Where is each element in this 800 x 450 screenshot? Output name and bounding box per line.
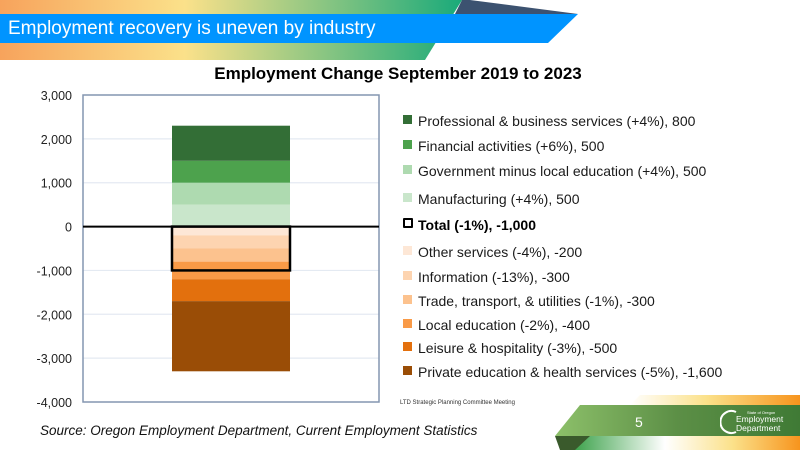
y-tick-label: -4,000 [37, 396, 72, 410]
bar-segment [172, 125, 290, 161]
chart-title: Employment Change September 2019 to 2023 [0, 64, 800, 84]
legend-label: Total (-1%), -1,000 [418, 217, 536, 233]
bar-segment [172, 204, 290, 227]
title-band [0, 14, 578, 43]
logo-line2: Department [736, 423, 781, 433]
y-tick-label: 0 [65, 221, 72, 235]
logo-small-text: State of Oregon [747, 410, 776, 415]
legend-item: Trade, transport, & utilities (-1%), -30… [403, 293, 655, 313]
legend-swatch [403, 115, 412, 124]
bar-segment [172, 248, 290, 262]
legend-swatch [403, 165, 412, 174]
legend-item: Other services (-4%), -200 [403, 244, 582, 264]
legend-swatch [403, 271, 412, 280]
header-dark-accent [455, 0, 578, 14]
meeting-footer-note: LTD Strategic Planning Committee Meeting [400, 400, 515, 406]
bar-segment [172, 160, 290, 183]
legend-swatch [403, 319, 412, 328]
legend-label: Leisure & hospitality (-3%), -500 [418, 340, 618, 356]
legend-swatch [403, 295, 412, 304]
legend-item: Professional & business services (+4%), … [403, 113, 695, 133]
legend-label: Local education (-2%), -400 [418, 317, 590, 333]
legend-swatch [403, 366, 412, 375]
legend-item: Information (-13%), -300 [403, 269, 570, 289]
y-tick-label: -1,000 [37, 264, 72, 278]
legend-label: Manufacturing (+4%), 500 [418, 191, 580, 207]
y-tick-label: -2,000 [37, 308, 72, 322]
legend-swatch [403, 140, 412, 149]
bar-segment [172, 226, 290, 236]
chart-title-text: Employment Change September 2019 to 2023 [214, 64, 582, 83]
header-banner [0, 0, 578, 60]
logo-line1: Employment [736, 414, 784, 424]
slide-title: Employment recovery is uneven by industr… [8, 18, 376, 39]
total-outline-box [170, 225, 292, 272]
legend-label: Trade, transport, & utilities (-1%), -30… [418, 293, 655, 309]
y-tick-label: 2,000 [41, 133, 72, 147]
legend-label: Professional & business services (+4%), … [418, 113, 696, 129]
legend-item: Private education & health services (-5%… [403, 364, 722, 384]
bar-segment [172, 235, 290, 249]
source-note: Source: Oregon Employment Department, Cu… [40, 423, 478, 438]
y-tick-label: -3,000 [37, 352, 72, 366]
bar-segment [172, 301, 290, 372]
plot-area-border [82, 94, 380, 403]
legend-label: Financial activities (+6%), 500 [418, 138, 605, 154]
legend-swatch [403, 342, 412, 351]
legend-label: Information (-13%), -300 [418, 269, 570, 285]
logo-arc-icon [720, 410, 737, 434]
legend-item: Leisure & hospitality (-3%), -500 [403, 340, 617, 360]
page-number: 5 [635, 414, 643, 430]
bar-segment [172, 279, 290, 302]
employment-department-logo: State of Oregon Employment Department [720, 409, 792, 435]
legend-item: Financial activities (+6%), 500 [403, 138, 604, 158]
legend-item: Local education (-2%), -400 [403, 317, 590, 337]
legend-item: Total (-1%), -1,000 [403, 217, 536, 237]
legend-item: Government minus local education (+4%), … [403, 163, 706, 183]
legend-total-marker [403, 218, 413, 228]
logo-main-text: Employment Department [736, 415, 783, 433]
legend-label: Private education & health services (-5%… [418, 364, 723, 380]
legend-label: Government minus local education (+4%), … [418, 163, 707, 179]
y-tick-label: 3,000 [41, 89, 72, 103]
legend-swatch [403, 193, 412, 202]
legend-swatch [403, 246, 412, 255]
y-tick-label: 1,000 [41, 177, 72, 191]
bar-segment [172, 182, 290, 205]
legend-label: Other services (-4%), -200 [418, 244, 583, 260]
legend-item: Manufacturing (+4%), 500 [403, 191, 579, 211]
